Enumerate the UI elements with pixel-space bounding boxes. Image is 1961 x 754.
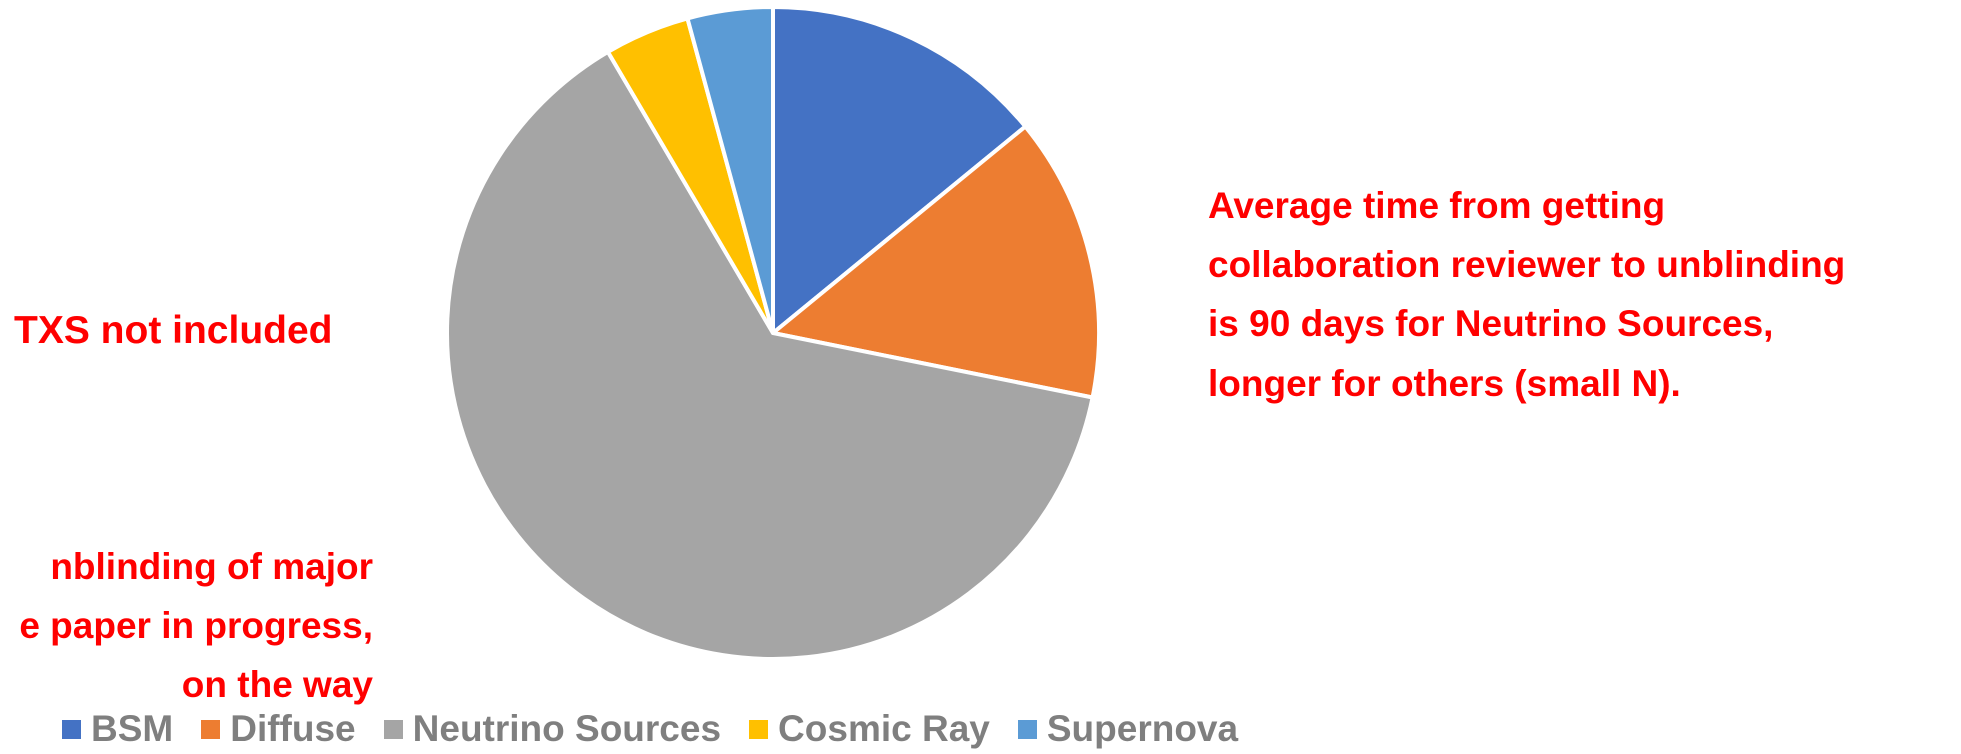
legend-label: Supernova — [1046, 708, 1239, 749]
legend-label: BSM — [91, 708, 174, 749]
unblinding-note-line: e paper in progress, — [19, 605, 373, 647]
legend-item-cosmic-ray: Cosmic Ray — [749, 708, 990, 750]
legend-label: Diffuse — [230, 708, 356, 749]
legend-item-diffuse: Diffuse — [201, 708, 356, 750]
pie-slice-neutrino-sources — [445, 49, 1095, 662]
legend-item-bsm: BSM — [62, 708, 173, 750]
legend-item-neutrino-sources: Neutrino Sources — [383, 708, 722, 750]
average-time-note-line: is 90 days for Neutrino Sources, — [1208, 303, 1774, 345]
average-time-note-line: Average time from getting — [1208, 185, 1666, 226]
legend-swatch — [383, 719, 403, 739]
legend-label: Cosmic Ray — [778, 708, 990, 749]
legend-swatch — [1017, 719, 1037, 739]
txs-note: TXS not included — [14, 309, 333, 352]
unblinding-note-line: nblinding of major — [50, 546, 373, 587]
pie-slice-bsm — [771, 5, 1028, 335]
legend-swatch — [62, 719, 81, 739]
legend-label: Neutrino Sources — [412, 708, 722, 749]
chart-legend: BSM Diffuse Neutrino Sources Cosmic Ray … — [62, 705, 1238, 753]
average-time-note: Average time from getting collaboration … — [1208, 176, 1845, 413]
pie-slice-supernova — [685, 5, 775, 335]
unblinding-note-line: on the way — [181, 664, 373, 706]
pie-slice-diffuse — [771, 124, 1101, 400]
average-time-note-line: collaboration reviewer to unblinding — [1208, 244, 1846, 286]
legend-swatch — [749, 719, 769, 739]
legend-item-supernova: Supernova — [1017, 708, 1239, 750]
legend-swatch — [201, 719, 221, 739]
pie-slices — [445, 5, 1101, 662]
unblinding-note: nblinding of major e paper in progress, … — [19, 537, 373, 715]
average-time-note-line: longer for others (small N). — [1208, 362, 1681, 404]
